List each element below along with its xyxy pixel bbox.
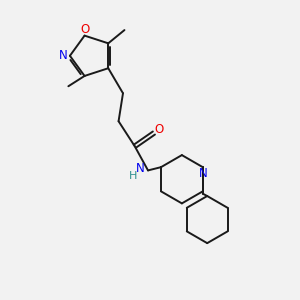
Text: N: N	[135, 162, 144, 176]
Text: O: O	[154, 123, 164, 136]
Text: O: O	[80, 22, 89, 36]
Text: H: H	[128, 171, 137, 181]
Text: N: N	[59, 49, 68, 62]
Text: N: N	[199, 167, 208, 180]
